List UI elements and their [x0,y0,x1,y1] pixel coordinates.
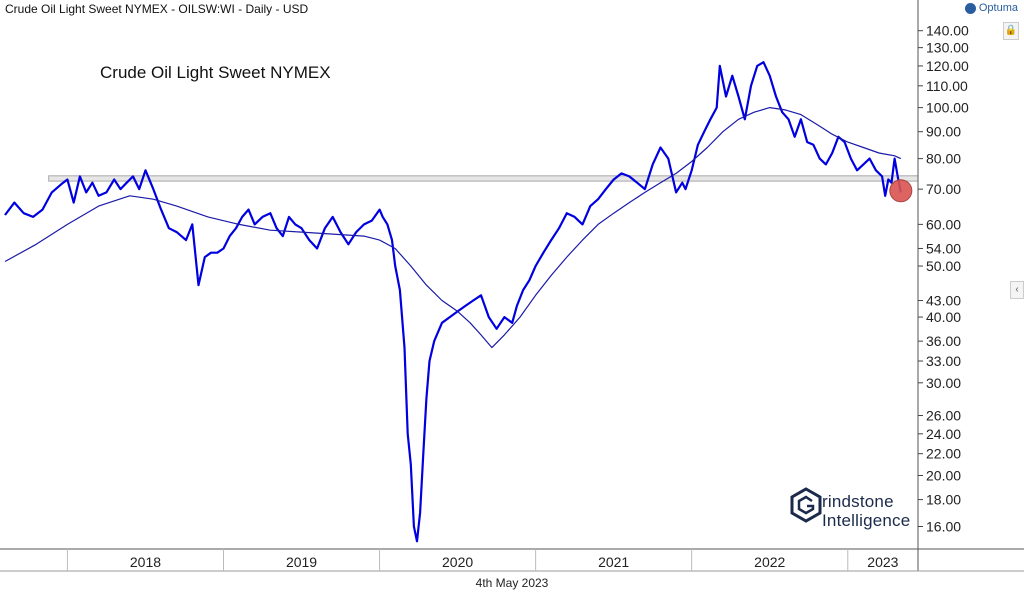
y-tick-label: 20.00 [926,467,961,483]
y-tick-label: 90.00 [926,124,961,140]
resistance-band [48,175,919,182]
price-line [4,61,902,543]
y-tick-label: 33.00 [926,353,961,369]
y-tick-label: 40.00 [926,309,961,325]
grindstone-logo-icon [790,487,822,523]
highlight-marker [889,179,913,203]
y-tick-label: 110.00 [926,78,968,94]
lock-icon[interactable]: 🔒 [1003,22,1019,40]
x-tick-label: 2021 [598,554,629,570]
brand-name: Optuma [978,2,1018,14]
brand-logo: Optuma [964,2,1018,14]
footer-date: 4th May 2023 [475,576,549,590]
chart-title: Crude Oil Light Sweet NYMEX [100,63,331,82]
y-tick-label: 60.00 [926,216,961,232]
y-tick-label: 140.00 [926,23,969,39]
plot-area [5,18,918,549]
y-tick-label: 16.00 [926,518,961,534]
chart-header-title: Crude Oil Light Sweet NYMEX - OILSW:WI -… [5,2,309,16]
x-tick-label: 2023 [867,554,898,570]
y-tick-label: 43.00 [926,293,961,309]
y-tick-label: 70.00 [926,181,961,197]
moving-average-line [4,106,902,349]
optuma-logo-icon [964,2,976,14]
y-tick-label: 26.00 [926,408,961,424]
y-tick-label: 30.00 [926,375,961,391]
y-tick-label: 80.00 [926,151,961,167]
y-tick-label: 54.00 [926,240,961,256]
y-tick-label: 36.00 [926,333,961,349]
watermark-line-1: rindstone [822,492,894,511]
y-tick-label: 100.00 [926,100,969,116]
y-tick-label: 24.00 [926,426,961,442]
y-tick-label: 18.00 [926,492,961,508]
y-tick-label: 130.00 [926,40,969,56]
y-tick-label: 120.00 [926,58,969,74]
x-tick-label: 2019 [286,554,317,570]
x-tick-label: 2022 [754,554,785,570]
x-tick-label: 2018 [130,554,161,570]
x-tick-label: 2020 [442,554,473,570]
y-tick-label: 22.00 [926,446,961,462]
watermark-line-2: Intelligence [822,511,911,530]
y-tick-label: 50.00 [926,258,961,274]
